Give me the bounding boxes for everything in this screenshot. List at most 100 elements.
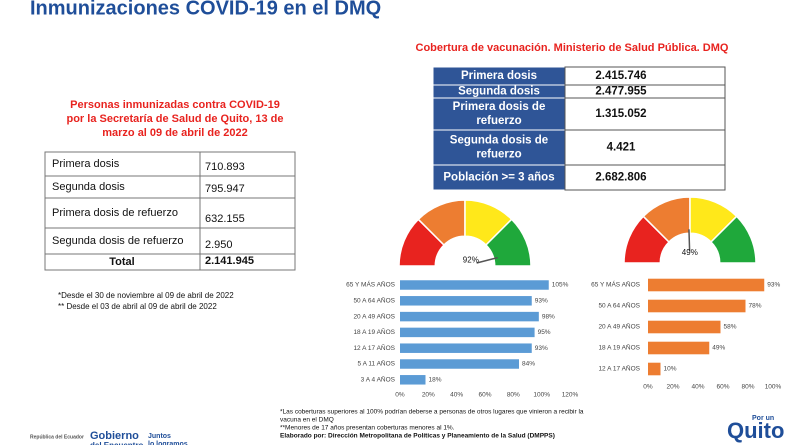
- category-label: 50 A 64 AÑOS: [353, 296, 395, 305]
- logo-text: República del Ecuador: [30, 434, 84, 440]
- x-tick-label: 60%: [478, 392, 491, 399]
- row-label: Segunda dosis de refuerzo: [52, 235, 183, 247]
- label-cell: [432, 97, 566, 131]
- value-label: 93%: [767, 282, 780, 289]
- x-tick-label: 0%: [395, 392, 405, 399]
- value-cell: [564, 97, 726, 131]
- logo-text: Por un: [752, 415, 774, 422]
- row-label: Primera dosis: [461, 70, 537, 82]
- category-label: 18 A 19 AÑOS: [353, 327, 395, 336]
- value-label: 84%: [522, 361, 535, 368]
- value-label: 78%: [749, 303, 762, 310]
- bar: [648, 299, 746, 313]
- category-label: 20 A 49 AÑOS: [353, 311, 395, 320]
- left-table: [44, 151, 296, 271]
- gauge-label: 49%: [682, 248, 698, 257]
- logo-text: del Encuentro: [90, 441, 143, 445]
- row-value: 795.947: [205, 183, 245, 195]
- bar: [400, 327, 535, 338]
- value-label: 98%: [542, 313, 555, 320]
- x-tick-label: 40%: [691, 384, 704, 391]
- x-tick-label: 120%: [562, 392, 579, 399]
- row-label: Total: [109, 256, 134, 268]
- footnote: **Menores de 17 años presentan cobertura…: [280, 425, 455, 432]
- logo-text: lo logramos: [148, 441, 188, 445]
- left-note: *Desde el 30 de noviembre al 09 de abril…: [58, 291, 234, 300]
- bar: [400, 311, 539, 322]
- x-tick-label: 20%: [422, 392, 435, 399]
- value-label: 105%: [552, 282, 569, 289]
- bar: [648, 362, 661, 376]
- left-heading: por la Secretaría de Salud de Quito, 13 …: [66, 113, 283, 125]
- slide-title: Inmunizaciones COVID-19 en el DMQ: [30, 0, 381, 19]
- bar: [400, 296, 532, 306]
- row-value: 710.893: [205, 161, 245, 173]
- bar: [648, 320, 721, 334]
- row-value: 2.950: [205, 239, 233, 251]
- x-tick-label: 40%: [450, 392, 463, 399]
- x-tick-label: 20%: [666, 384, 679, 391]
- left-note: ** Desde el 03 de abril al 09 de abril d…: [58, 302, 217, 311]
- x-tick-label: 100%: [533, 392, 550, 399]
- row-label: refuerzo: [476, 149, 521, 161]
- label-cell: [432, 129, 566, 166]
- footnote: vacuna en el DMQ: [280, 417, 334, 424]
- value-label: 58%: [724, 324, 737, 331]
- bar: [400, 343, 532, 353]
- row-label: Segunda dosis: [52, 181, 125, 193]
- category-label: 65 Y MÁS AÑOS: [591, 280, 641, 289]
- value-label: 10%: [664, 366, 677, 373]
- row-label: Primera dosis de: [453, 101, 546, 113]
- row-value: 4.421: [607, 142, 636, 154]
- row-label: Primera dosis: [52, 158, 120, 170]
- bar: [400, 375, 426, 385]
- left-heading: marzo al 09 de abril de 2022: [102, 127, 248, 139]
- row-label: Segunda dosis de: [450, 135, 548, 147]
- gauge-label: 92%: [463, 256, 479, 265]
- row-value: 1.315.052: [595, 108, 646, 120]
- gauge-segment: [709, 215, 757, 264]
- value-label: 18%: [429, 377, 442, 384]
- logo-text: Quito: [727, 418, 784, 443]
- category-label: 50 A 64 AÑOS: [598, 301, 640, 310]
- row-value: 2.477.955: [595, 86, 647, 98]
- category-label: 5 A 11 AÑOS: [358, 359, 396, 368]
- logo-text: Juntos: [148, 433, 171, 440]
- category-label: 12 A 17 AÑOS: [353, 343, 395, 352]
- bar: [400, 280, 549, 290]
- gauge-needle: [476, 256, 498, 264]
- value-cell: [564, 164, 726, 191]
- x-tick-label: 0%: [643, 384, 653, 391]
- category-label: 20 A 49 AÑOS: [598, 322, 640, 331]
- bar: [648, 278, 765, 292]
- right-heading: Cobertura de vacunación. Ministerio de S…: [416, 42, 729, 54]
- category-label: 18 A 19 AÑOS: [598, 343, 640, 352]
- bar: [648, 341, 710, 355]
- gauge-needle: [688, 229, 691, 252]
- row-value: 2.682.806: [595, 172, 646, 184]
- row-label: Segunda dosis: [458, 86, 540, 98]
- row-value: 632.155: [205, 213, 245, 225]
- left-heading: Personas inmunizadas contra COVID-19: [70, 99, 280, 111]
- gauge-segment: [484, 218, 532, 267]
- x-tick-label: 60%: [716, 384, 729, 391]
- row-value: 2.415.746: [595, 70, 646, 82]
- row-label: Primera dosis de refuerzo: [52, 207, 178, 219]
- category-label: 12 A 17 AÑOS: [598, 364, 640, 373]
- bar: [400, 359, 519, 369]
- x-tick-label: 80%: [741, 384, 754, 391]
- value-label: 93%: [535, 345, 548, 352]
- x-tick-label: 100%: [765, 384, 782, 391]
- footnote: Elaborado por: Dirección Metropolitana d…: [280, 433, 555, 440]
- category-label: 3 A 4 AÑOS: [361, 375, 396, 384]
- logo-text: Gobierno: [90, 430, 139, 442]
- row-value: 2.141.945: [205, 255, 254, 267]
- footnote: *Las coberturas superiores al 100% podrí…: [280, 409, 584, 416]
- category-label: 65 Y MÁS AÑOS: [346, 280, 396, 289]
- value-cell: [564, 129, 726, 166]
- x-tick-label: 80%: [507, 392, 520, 399]
- value-label: 95%: [538, 329, 551, 336]
- row-label: Población >= 3 años: [443, 172, 554, 184]
- value-label: 93%: [535, 298, 548, 305]
